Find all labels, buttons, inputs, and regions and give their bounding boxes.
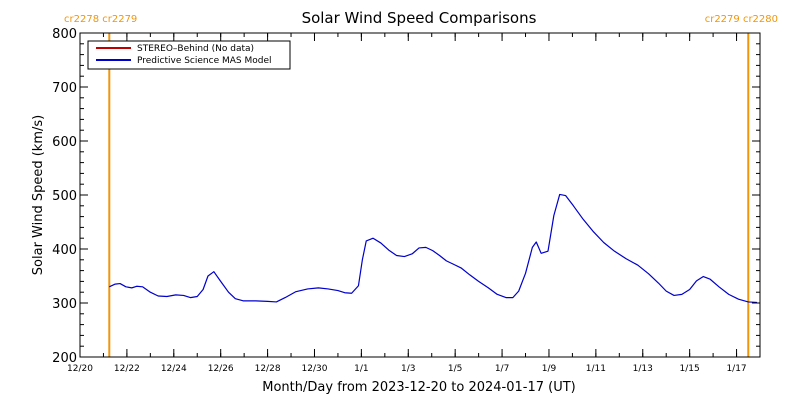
legend-label-stereo: STEREO–Behind (No data) [137,44,254,54]
xtick-label-9: 1/7 [495,364,509,374]
ytick-label-1: 300 [52,297,77,312]
ytick-label-0: 200 [52,351,77,366]
ytick-label-3: 500 [52,189,77,204]
legend-label-mas-model: Predictive Science MAS Model [137,56,272,66]
xtick-label-12: 1/13 [633,364,653,374]
marker-label-1: cr2279 cr2280 [705,14,778,25]
ytick-label-6: 800 [52,27,77,42]
xtick-label-1: 12/22 [114,364,140,374]
marker-label-0: cr2278 cr2279 [64,14,137,25]
ytick-label-4: 600 [52,135,77,150]
xtick-label-3: 12/26 [208,364,234,374]
xtick-label-10: 1/9 [542,364,557,374]
ytick-label-2: 400 [52,243,77,258]
xtick-label-13: 1/15 [680,364,700,374]
series-line-1 [109,193,758,304]
xtick-label-4: 12/28 [255,364,281,374]
x-axis-label: Month/Day from 2023-12-20 to 2024-01-17 … [262,380,575,395]
plot-frame [79,32,761,358]
ytick-label-5: 700 [52,81,77,96]
xtick-label-11: 1/11 [586,364,606,374]
xtick-label-5: 12/30 [302,364,328,374]
x-axis-ticks: 12/20 12/22 12/24 12/26 12/28 12/30 1/1 1/3 1/5 1… [67,33,761,374]
chart-title: Solar Wind Speed Comparisons [302,9,537,27]
y-axis-label: Solar Wind Speed (km/s) [31,115,46,275]
legend-box [87,40,291,70]
xtick-label-0: 12/20 [67,364,93,374]
xtick-label-7: 1/3 [401,364,415,374]
xtick-label-6: 1/1 [354,364,368,374]
xtick-label-2: 12/24 [161,364,187,374]
xtick-label-14: 1/17 [726,364,746,374]
y-axis-ticks: 200 300 400 500 600 700 800 [52,27,760,366]
series-layer [109,193,758,304]
carrington-markers: cr2278 cr2279 cr2279 cr2280 [64,14,778,357]
xtick-label-8: 1/5 [448,364,462,374]
legend: STEREO–Behind (No data) Predictive Scien… [87,40,291,70]
